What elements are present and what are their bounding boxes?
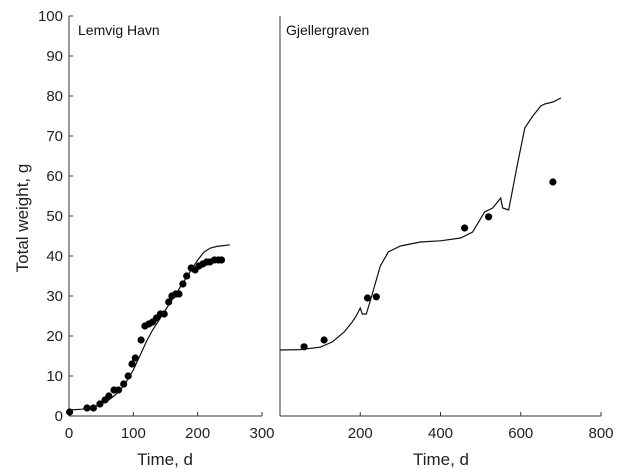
data-point [131,354,139,362]
y-tick-label: 80 [46,88,63,105]
x-tick-label: 200 [185,425,210,442]
data-point [372,293,380,301]
x-tick-label: 200 [348,425,373,442]
y-tick-label: 50 [46,208,63,225]
data-point [128,360,136,368]
data-point [124,372,132,380]
y-tick-label: 40 [46,248,63,265]
data-point [114,386,123,394]
y-tick-label: 100 [38,8,63,25]
x-tick-label: 600 [508,425,533,442]
x-tick-label: 400 [428,425,453,442]
x-axis-label-right: Time, d [413,450,469,469]
x-axis-label-left: Time, d [137,450,193,469]
y-tick-label: 70 [46,128,63,145]
y-tick-label: 0 [55,408,63,425]
data-point [165,298,173,306]
data-point [485,213,493,221]
panel-lemvig-havn: 0 10 20 30 40 50 60 70 80 90 100 0 100 200 300 [38,8,275,442]
x-tick-label: 800 [588,425,613,442]
panel-title-lemvig-havn: Lemvig Havn [78,22,160,38]
y-tick-label: 10 [46,368,63,385]
y-tick-label: 60 [46,168,63,185]
y-tick-label: 30 [46,288,63,305]
x-tick-label: 100 [121,425,146,442]
x-tick-label: 0 [65,425,73,442]
data-point [137,336,145,344]
data-point [461,224,469,232]
data-point [363,294,372,302]
data-point [320,336,328,344]
model-curve-right [279,97,562,351]
model-curve-left [68,244,230,411]
y-tick-label: 90 [46,48,63,65]
data-point [549,178,557,186]
data-point [217,256,226,264]
y-tick-label: 20 [46,328,63,345]
panel-gjellergraven: 200 400 600 800 [279,16,614,442]
x-tick-label: 300 [249,425,274,442]
panel-title-gjellergraven: Gjellergraven [286,22,369,38]
y-axis-label: Total weight, g [13,164,32,273]
